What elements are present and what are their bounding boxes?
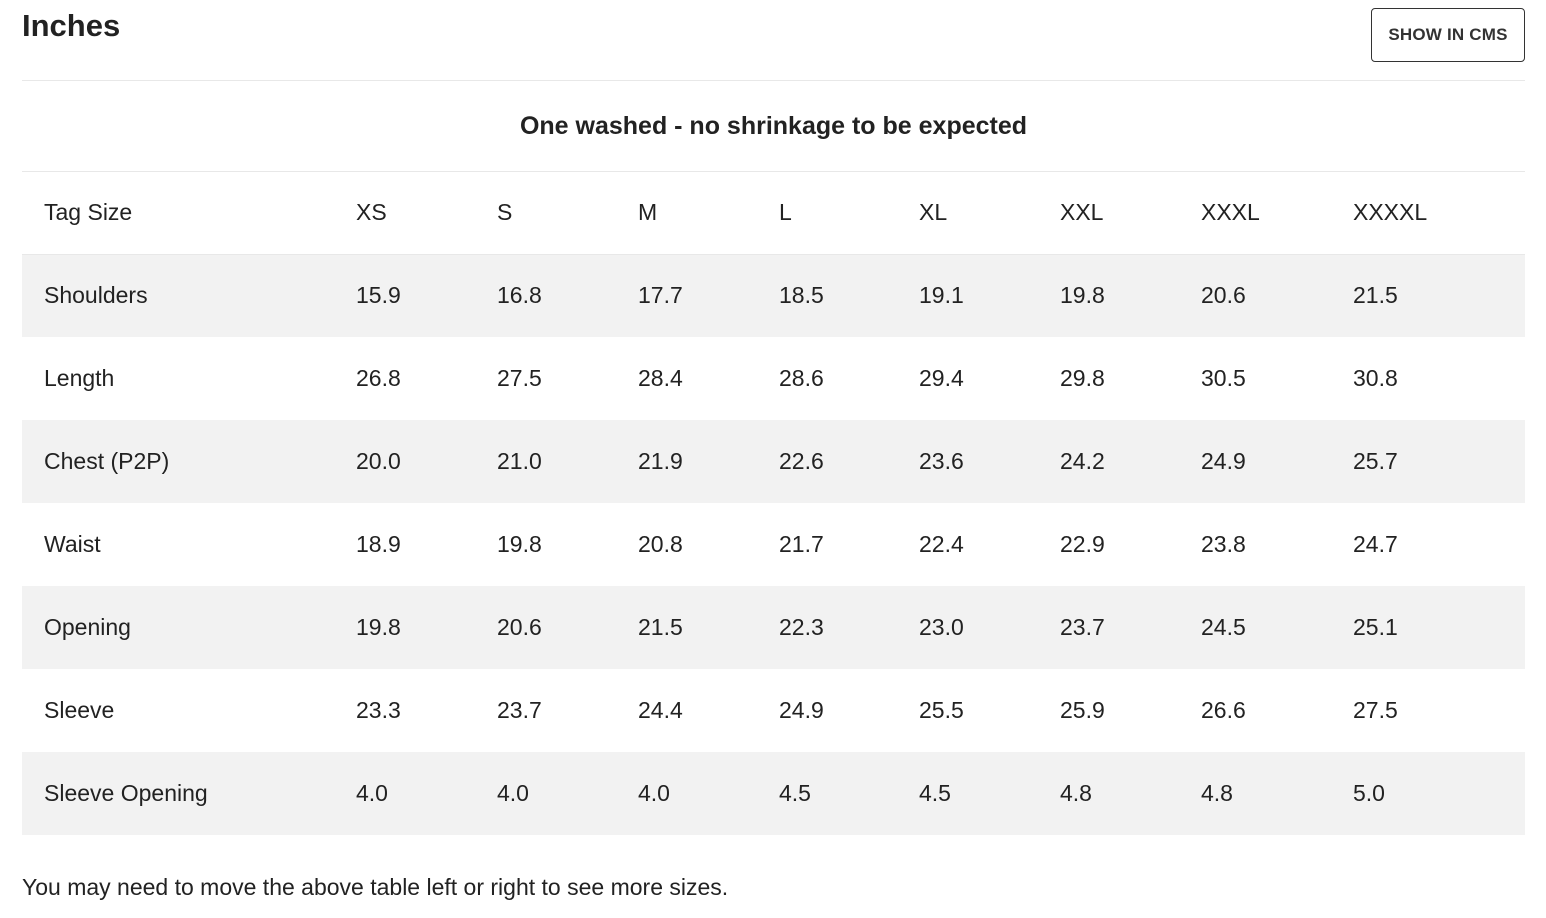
table-cell: 18.9: [356, 531, 401, 557]
size-chart-table: Tag Size XS S M L XL XXL XXXL XXXXL Shou…: [22, 172, 1525, 835]
table-cell: 24.4: [638, 697, 683, 723]
table-row: Sleeve Opening 4.0 4.0 4.0 4.5 4.5 4.8 4…: [22, 752, 1525, 835]
table-cell: 23.3: [356, 697, 401, 723]
table-cell: 4.5: [779, 780, 811, 806]
table-cell: 24.2: [1060, 448, 1105, 474]
table-cell: 25.5: [919, 697, 964, 723]
table-cell: 4.8: [1060, 780, 1092, 806]
table-cell: 4.0: [497, 780, 529, 806]
table-cell: 24.9: [1201, 448, 1246, 474]
table-caption: One washed - no shrinkage to be expected: [519, 111, 1028, 140]
table-cell: 15.9: [356, 282, 401, 309]
table-cell: 28.4: [638, 365, 683, 391]
table-cell: 22.4: [919, 531, 964, 557]
row-label: Sleeve: [44, 697, 115, 723]
column-header: XL: [919, 172, 1060, 255]
table-cell: 25.7: [1353, 448, 1398, 474]
table-cell: 4.0: [356, 780, 388, 806]
table-cell: 22.9: [1060, 531, 1105, 557]
table-row: Length 26.8 27.5 28.4 28.6 29.4 29.8 30.…: [22, 337, 1525, 420]
page-title: Inches: [22, 8, 121, 43]
table-cell: 21.7: [779, 531, 824, 557]
table-cell: 5.0: [1353, 780, 1385, 806]
row-label: Shoulders: [44, 282, 148, 309]
table-cell: 23.8: [1201, 531, 1246, 557]
table-cell: 27.5: [1353, 697, 1398, 723]
table-cell: 4.8: [1201, 780, 1233, 806]
column-header: S: [497, 172, 638, 255]
table-cell: 23.7: [1060, 614, 1105, 640]
table-cell: 18.5: [779, 282, 824, 309]
table-cell: 25.1: [1353, 614, 1398, 640]
table-cell: 30.8: [1353, 365, 1398, 391]
column-header: M: [638, 172, 779, 255]
table-cell: 20.0: [356, 448, 401, 474]
table-cell: 20.6: [1201, 282, 1246, 309]
row-label: Opening: [44, 614, 131, 640]
table-cell: 21.5: [638, 614, 683, 640]
table-row: Shoulders 15.9 16.8 17.7 18.5 19.1 19.8 …: [22, 254, 1525, 337]
table-cell: 23.0: [919, 614, 964, 640]
table-cell: 24.5: [1201, 614, 1246, 640]
row-label: Length: [44, 365, 115, 391]
column-header: XS: [356, 172, 497, 255]
scroll-hint-note: You may need to move the above table lef…: [22, 874, 729, 900]
table-cell: 26.8: [356, 365, 401, 391]
table-cell: 16.8: [497, 282, 542, 309]
table-row: Waist 18.9 19.8 20.8 21.7 22.4 22.9 23.8…: [22, 503, 1525, 586]
table-cell: 23.6: [919, 448, 964, 474]
table-cell: 20.6: [497, 614, 542, 640]
table-cell: 26.6: [1201, 697, 1246, 723]
table-cell: 19.1: [919, 282, 964, 309]
column-header: XXXXL: [1353, 172, 1525, 255]
column-header: XXXL: [1201, 172, 1353, 255]
table-cell: 19.8: [497, 531, 542, 557]
table-cell: 29.4: [919, 365, 964, 391]
table-cell: 24.7: [1353, 531, 1398, 557]
table-row: Sleeve 23.3 23.7 24.4 24.9 25.5 25.9 26.…: [22, 669, 1525, 752]
table-row: Chest (P2P) 20.0 21.0 21.9 22.6 23.6 24.…: [22, 420, 1525, 503]
table-cell: 20.8: [638, 531, 683, 557]
table-cell: 4.5: [919, 780, 951, 806]
table-cell: 19.8: [1060, 282, 1105, 309]
column-header: Tag Size: [22, 172, 356, 255]
table-cell: 25.9: [1060, 697, 1105, 723]
column-header: L: [779, 172, 919, 255]
row-label: Sleeve Opening: [44, 780, 208, 806]
show-in-cms-button[interactable]: SHOW IN CMS: [1371, 8, 1525, 62]
table-cell: 24.9: [779, 697, 824, 723]
table-cell: 29.8: [1060, 365, 1105, 391]
table-cell: 21.0: [497, 448, 542, 474]
table-header-row: Tag Size XS S M L XL XXL XXXL XXXXL: [22, 172, 1525, 255]
table-cell: 19.8: [356, 614, 401, 640]
table-cell: 21.9: [638, 448, 683, 474]
table-cell: 30.5: [1201, 365, 1246, 391]
row-label: Waist: [44, 531, 101, 557]
column-header: XXL: [1060, 172, 1201, 255]
table-cell: 23.7: [497, 697, 542, 723]
table-cell: 22.6: [779, 448, 824, 474]
table-cell: 22.3: [779, 614, 824, 640]
divider: [22, 171, 1525, 172]
table-row: Opening 19.8 20.6 21.5 22.3 23.0 23.7 24…: [22, 586, 1525, 669]
divider: [22, 80, 1525, 81]
table-cell: 4.0: [638, 780, 670, 806]
table-cell: 27.5: [497, 365, 542, 391]
table-cell: 28.6: [779, 365, 824, 391]
row-label: Chest (P2P): [44, 448, 170, 474]
table-cell: 21.5: [1353, 282, 1398, 309]
table-cell: 17.7: [638, 282, 683, 309]
